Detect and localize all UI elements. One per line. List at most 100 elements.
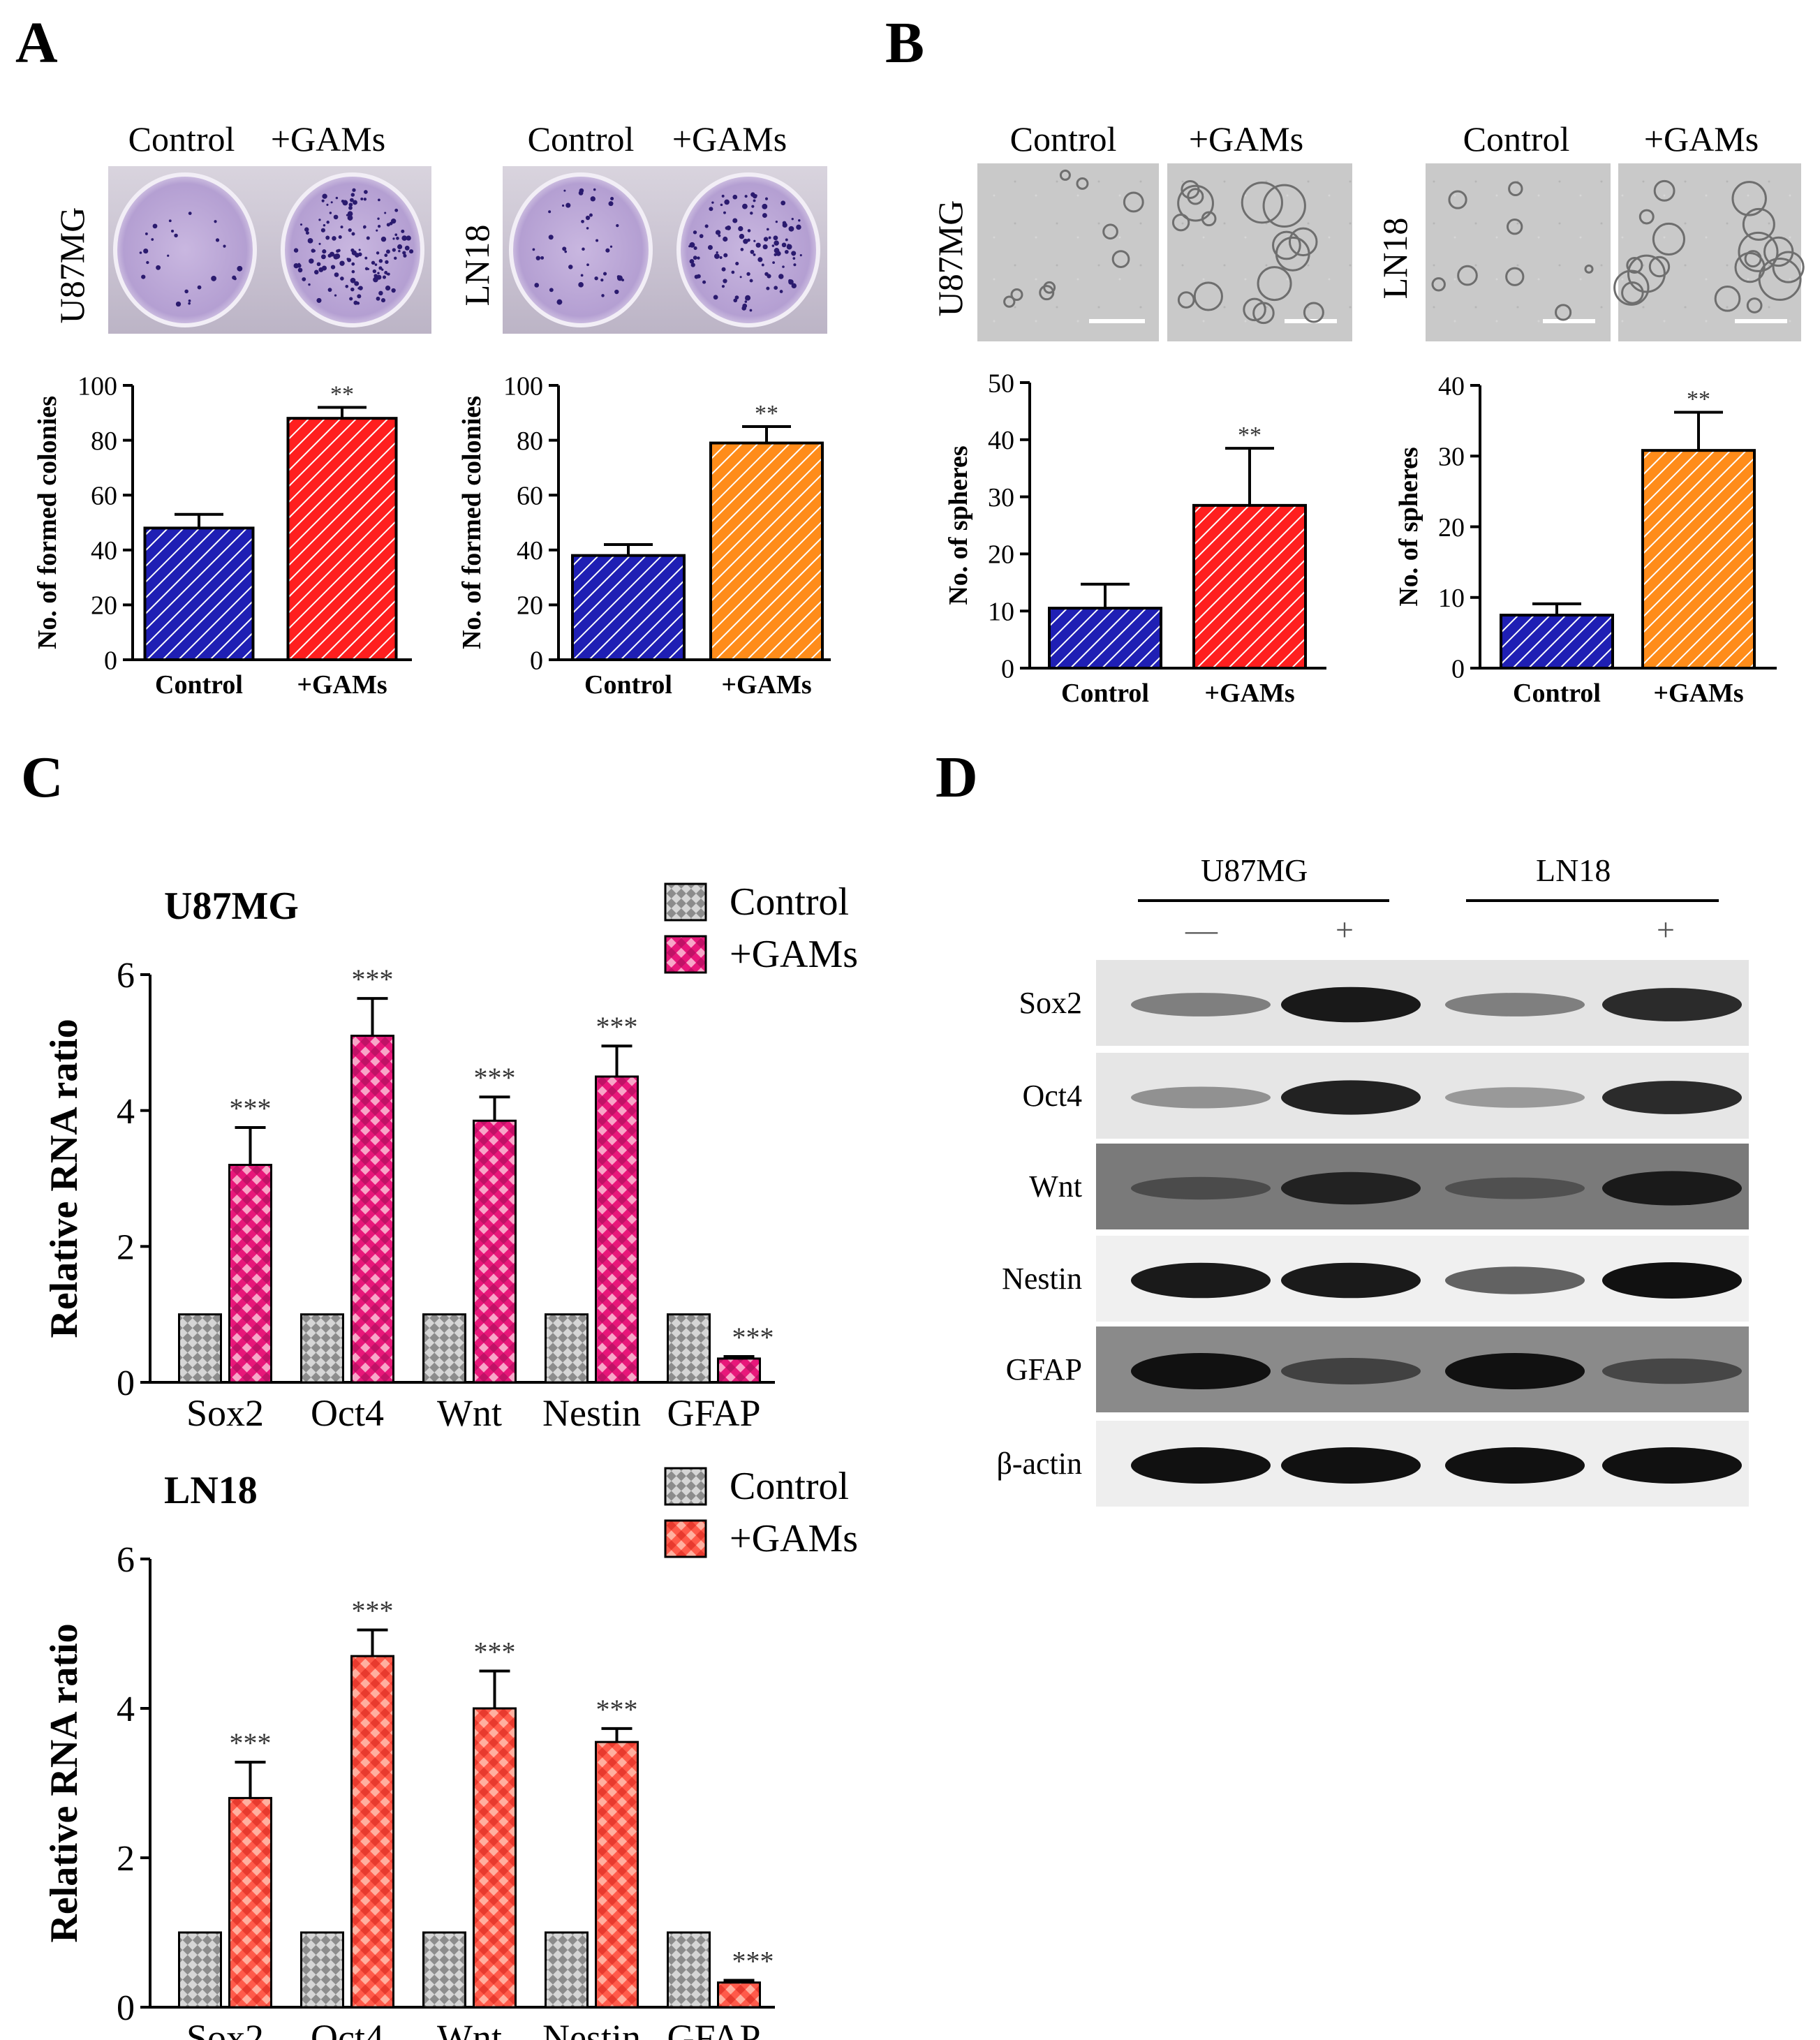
bar-gfap-gams	[717, 1357, 761, 1384]
lane-mark: +	[1657, 912, 1675, 947]
significance-label: **	[330, 381, 354, 407]
x-category-label: Oct4	[311, 2017, 384, 2040]
y-tick-label: 4	[117, 1690, 135, 1729]
significance-label: ***	[732, 1945, 774, 1976]
band	[1602, 1358, 1742, 1384]
y-axis-label: No. of formed colonies	[457, 396, 487, 649]
chart-a2: 0 20 40 60 80 100 No. of formed colonies Contro…	[457, 371, 831, 700]
x-category-label: Nestin	[542, 1392, 641, 1434]
bar-nestin-gams	[595, 1075, 639, 1384]
y-tick-label: 30	[1438, 443, 1465, 472]
bar-wnt-control	[422, 1313, 466, 1384]
bar-control	[143, 526, 255, 661]
bar-sox2-gams	[228, 1796, 272, 2009]
x-category-label: Control	[584, 670, 672, 700]
y-tick-label: 0	[530, 646, 543, 675]
protein-label-wnt: Wnt	[1029, 1169, 1082, 1204]
band	[1602, 1081, 1742, 1114]
y-tick-label: 0	[104, 646, 117, 675]
band	[1281, 1080, 1421, 1115]
legend-swatch	[664, 1467, 707, 1506]
y-axis-label: No. of formed colonies	[33, 396, 62, 649]
bar-oct4-control	[300, 1313, 344, 1384]
legend-label: Control	[730, 1465, 849, 1508]
y-tick-label: 0	[117, 1988, 135, 2028]
photo-strips: Control +GAMs Control +GAMs U87MG LN18 C…	[52, 119, 1805, 341]
b-ln18-header-gams: +GAMs	[1644, 119, 1759, 158]
band	[1445, 993, 1585, 1017]
b-u87-header-gams: +GAMs	[1189, 119, 1303, 158]
x-category-label: Wnt	[437, 2017, 502, 2040]
band	[1131, 993, 1271, 1017]
significance-label: ***	[596, 1011, 638, 1042]
bar-nestin-control	[545, 1931, 589, 2009]
y-tick-label: 0	[1001, 654, 1014, 683]
b-side-label-ln18: LN18	[1375, 218, 1414, 300]
x-category-label: +GAMs	[1204, 679, 1294, 708]
bar-gfap-control	[667, 1313, 711, 1384]
legend-label: +GAMs	[730, 933, 858, 976]
x-category-label: Sox2	[186, 2017, 264, 2040]
band	[1131, 1086, 1271, 1109]
protein-label-sox2: Sox2	[1019, 986, 1082, 1020]
y-tick-label: 40	[91, 536, 117, 566]
protein-label-gfap: GFAP	[1005, 1352, 1082, 1387]
a-ln18-colony-plate	[503, 166, 827, 334]
y-tick-label: 20	[1438, 513, 1465, 542]
y-tick-label: 6	[117, 956, 135, 996]
a-ln18-header-gams: +GAMs	[672, 119, 787, 158]
y-tick-label: 20	[988, 540, 1014, 570]
d-group-label-ln18: LN18	[1536, 852, 1611, 888]
panel-label-d: D	[935, 745, 978, 810]
panel-label-b: B	[885, 10, 925, 75]
x-category-label: GFAP	[667, 1392, 760, 1434]
bar-oct4-gams	[350, 1655, 394, 2009]
significance-label: ***	[230, 1727, 272, 1759]
b-ln18-header-control: Control	[1463, 119, 1570, 158]
y-tick-label: 80	[517, 427, 543, 456]
chart-b2: 0 10 20 30 40 No. of spheres Control ** +GAMs	[1394, 371, 1777, 708]
x-category-label: +GAMs	[1653, 679, 1743, 708]
bar-nestin-gams	[595, 1740, 639, 2009]
band	[1281, 1171, 1421, 1205]
y-tick-label: 60	[517, 482, 543, 511]
band	[1445, 1266, 1585, 1294]
y-axis-label: No. of spheres	[1394, 447, 1423, 606]
a-ln18-header-control: Control	[528, 119, 635, 158]
a-u87-header-gams: +GAMs	[271, 119, 385, 158]
y-tick-label: 40	[1438, 371, 1465, 401]
legend-swatch	[664, 882, 707, 922]
band	[1131, 1353, 1271, 1389]
band	[1281, 1447, 1421, 1484]
significance-label: **	[1238, 422, 1262, 448]
a-side-label-u87mg: U87MG	[52, 207, 91, 324]
band	[1445, 1447, 1585, 1484]
y-tick-label: 4	[117, 1092, 135, 1132]
chart-c1: 0 2 4 6 Relative RNA ratio *** Sox2 *** Oct4 *** W…	[43, 880, 858, 1434]
y-tick-label: 40	[517, 536, 543, 566]
significance-label: ***	[352, 963, 394, 995]
chart-b1: 0 10 20 30 40 50 No. of spheres Control ** +GAMs	[944, 369, 1326, 708]
y-tick-label: 2	[117, 1839, 135, 1879]
significance-label: ***	[230, 1093, 272, 1124]
chart-c2: 0 2 4 6 Relative RNA ratio *** Sox2 *** Oct4 *** W…	[43, 1465, 858, 2040]
a-side-label-ln18: LN18	[457, 225, 496, 306]
y-tick-label: 10	[988, 598, 1014, 627]
bar-gams	[1641, 449, 1756, 670]
y-tick-label: 20	[91, 591, 117, 621]
band	[1131, 1447, 1271, 1484]
significance-label: ***	[474, 1062, 516, 1093]
significance-label: ***	[732, 1322, 774, 1353]
band	[1281, 986, 1421, 1023]
legend-swatch	[664, 1519, 707, 1558]
y-tick-label: 80	[91, 427, 117, 456]
bar-control	[1048, 607, 1162, 670]
panel-label-a: A	[15, 10, 58, 75]
y-tick-label: 0	[1451, 654, 1465, 683]
band	[1602, 988, 1742, 1021]
x-category-label: Sox2	[186, 1392, 264, 1434]
bar-sox2-control	[178, 1313, 222, 1384]
bar-gams	[1192, 503, 1307, 670]
